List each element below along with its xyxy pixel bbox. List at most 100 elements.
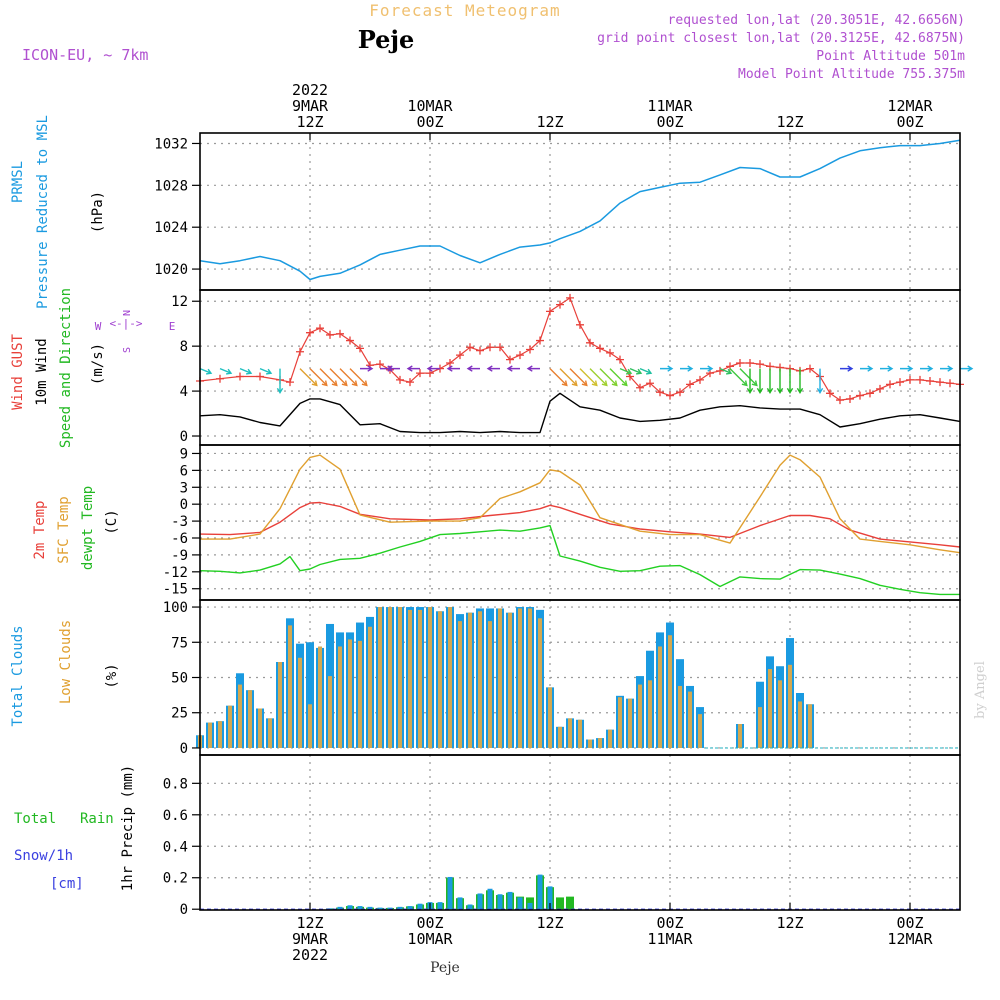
gust-marker bbox=[336, 329, 344, 338]
wind-direction-arrow bbox=[559, 368, 578, 387]
total-clouds-bar bbox=[306, 642, 314, 748]
gust-marker bbox=[586, 338, 594, 347]
wind-direction-arrow bbox=[386, 365, 401, 372]
gust-marker bbox=[736, 359, 744, 368]
low-clouds-bar bbox=[458, 621, 462, 748]
gust-marker bbox=[476, 346, 484, 355]
gust-marker bbox=[936, 378, 944, 387]
gust-marker bbox=[356, 344, 364, 353]
wind-direction-arrow bbox=[859, 365, 874, 372]
low-clouds-bar bbox=[318, 646, 322, 748]
total-precip-bar bbox=[467, 904, 473, 910]
gust-marker bbox=[646, 379, 654, 388]
y-tick-label: 50 bbox=[171, 671, 188, 687]
total-precip-bar bbox=[407, 906, 413, 910]
gust-marker bbox=[616, 355, 624, 364]
low-clouds-bar bbox=[528, 608, 532, 748]
gust-marker bbox=[556, 300, 564, 309]
low-clouds-bar bbox=[618, 697, 622, 748]
low-clouds-bar bbox=[668, 635, 672, 748]
wind-direction-arrow bbox=[739, 368, 758, 387]
y-tick-label: 1024 bbox=[154, 220, 188, 236]
t2m-line bbox=[199, 501, 961, 548]
rain-bar bbox=[556, 897, 564, 910]
low-clouds-bar bbox=[328, 676, 332, 748]
total-precip-bar bbox=[357, 906, 363, 910]
low-clouds-bar bbox=[628, 698, 632, 748]
wind-direction-arrow bbox=[329, 368, 348, 387]
bottom-time-label: 9MAR bbox=[292, 930, 329, 948]
total-precip-bar bbox=[497, 894, 503, 910]
compass-west: W bbox=[95, 320, 102, 333]
series-layer bbox=[196, 139, 974, 910]
panel-frame-precipitation bbox=[199, 754, 961, 911]
wind-direction-arrow bbox=[639, 367, 653, 375]
wind-direction-arrow bbox=[299, 368, 318, 387]
low-clouds-bar bbox=[468, 612, 472, 748]
gust-marker bbox=[396, 375, 404, 384]
wind-direction-arrow bbox=[729, 368, 748, 387]
low-clouds-bar bbox=[398, 607, 402, 748]
rain-bar bbox=[566, 896, 574, 910]
gust-marker bbox=[916, 375, 924, 384]
wind-direction-arrow bbox=[766, 368, 774, 394]
rain-label: Rain bbox=[80, 811, 114, 827]
gust-marker bbox=[806, 364, 814, 373]
gust-marker bbox=[446, 359, 454, 368]
wind-label: 10m Wind bbox=[34, 338, 50, 405]
temp-unit: (C) bbox=[104, 509, 120, 534]
compass-east: E bbox=[169, 320, 176, 333]
wind-direction-arrow bbox=[486, 365, 501, 372]
low-clouds-bar bbox=[488, 621, 492, 748]
top-time-label: 12Z bbox=[296, 113, 323, 131]
low-clouds-bar bbox=[768, 669, 772, 748]
gust-label: Wind GUST bbox=[10, 334, 26, 410]
y-tick-label: -6 bbox=[171, 531, 188, 547]
low-clouds-bar bbox=[548, 687, 552, 748]
low-clouds-bar bbox=[288, 625, 292, 748]
low-clouds-bar bbox=[228, 705, 232, 748]
y-tick-label: 1020 bbox=[154, 262, 188, 278]
top-time-label: 00Z bbox=[656, 113, 683, 131]
total-precip-bar bbox=[367, 906, 373, 910]
gust-marker bbox=[466, 343, 474, 352]
wind-direction-arrow bbox=[219, 367, 233, 375]
gust-marker bbox=[846, 394, 854, 403]
top-time-label: 12Z bbox=[776, 113, 803, 131]
wind-direction-arrow bbox=[569, 368, 588, 387]
y-tick-label: 0 bbox=[180, 497, 188, 513]
y-tick-label: 1028 bbox=[154, 178, 188, 194]
low-clouds-bar bbox=[778, 680, 782, 748]
low-clouds-bar bbox=[578, 719, 582, 748]
y-tick-label: 8 bbox=[180, 339, 188, 355]
y-tick-label: 25 bbox=[171, 706, 188, 722]
low-clouds-bar bbox=[568, 718, 572, 748]
y-tick-label: 3 bbox=[180, 480, 188, 496]
gust-marker bbox=[826, 389, 834, 398]
total-precip-bar bbox=[347, 905, 353, 910]
low-clouds-bar bbox=[658, 646, 662, 748]
low-clouds-bar bbox=[478, 611, 482, 748]
pressure-label-short: PRMSL bbox=[10, 161, 26, 203]
wind-direction-arrow bbox=[589, 368, 608, 387]
pressure-line bbox=[199, 139, 961, 281]
panel-frame-wind bbox=[199, 289, 961, 446]
gust-marker bbox=[636, 383, 644, 392]
footer-station: Peje bbox=[430, 960, 460, 976]
requested-location: requested lon,lat (20.3051E, 42.6656N) bbox=[668, 13, 965, 28]
low-clouds-bar bbox=[208, 722, 212, 748]
y-tick-label: 0.8 bbox=[163, 776, 188, 792]
grid-point-location: grid point closest lon,lat (20.3125E, 42… bbox=[597, 31, 965, 46]
low-clouds-bar bbox=[648, 680, 652, 748]
low-clouds-bar bbox=[388, 607, 392, 748]
top-time-label: 12Z bbox=[536, 113, 563, 131]
gust-marker bbox=[746, 359, 754, 368]
low-clouds-bar bbox=[358, 640, 362, 748]
gust-marker bbox=[666, 391, 674, 400]
bottom-time-label: 10MAR bbox=[407, 930, 453, 948]
low-clouds-bar bbox=[808, 704, 812, 748]
wind-direction-arrow bbox=[629, 367, 643, 375]
y-tick-label: -15 bbox=[163, 582, 188, 598]
wind-direction-arrow bbox=[549, 368, 568, 387]
bottom-time-label: 12Z bbox=[776, 914, 803, 932]
